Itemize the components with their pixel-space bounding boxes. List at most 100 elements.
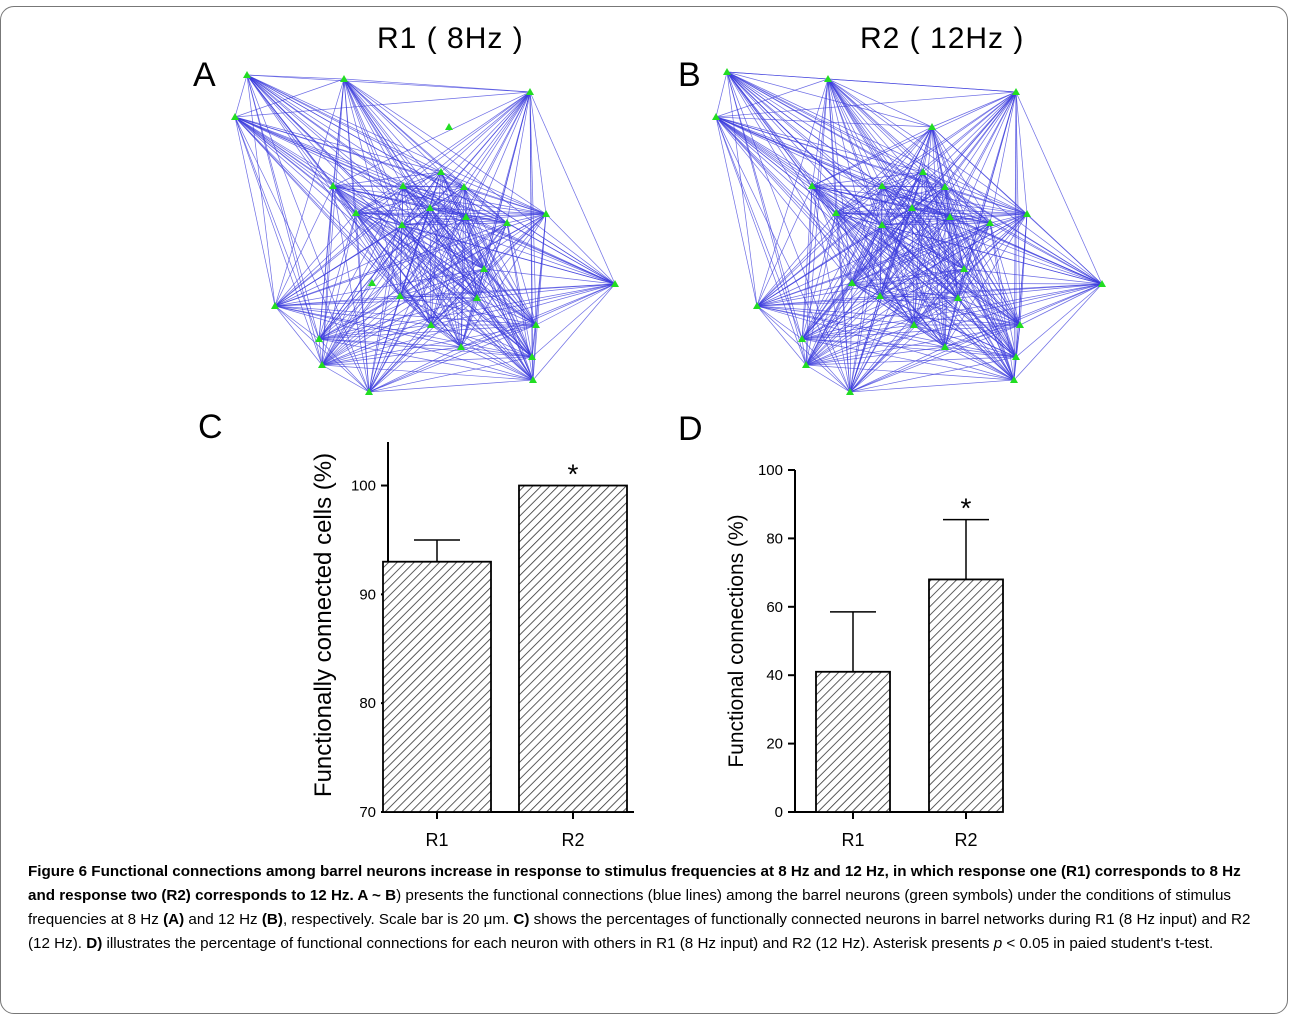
connection-line: [881, 185, 1028, 215]
connection-line: [715, 71, 728, 118]
neuron-node: [398, 221, 406, 228]
connection-line: [246, 74, 442, 173]
connection-line: [756, 305, 803, 340]
connection-line: [318, 324, 537, 340]
connection-line: [321, 324, 537, 366]
connection-line: [429, 207, 547, 215]
connection-line: [957, 283, 1103, 299]
figure-frame: [0, 6, 1288, 1014]
connection-line: [476, 297, 534, 381]
connection-line: [274, 305, 323, 366]
connection-line: [715, 116, 924, 173]
connection-line: [801, 297, 959, 340]
connection-line: [401, 222, 508, 226]
connection-line: [506, 222, 537, 326]
connection-line: [963, 268, 1021, 326]
connection-line: [460, 283, 616, 348]
connection-line: [321, 222, 508, 366]
neuron-node: [1098, 280, 1106, 287]
neuron-node: [1010, 376, 1018, 383]
connection-line: [801, 324, 1021, 340]
connection-line: [531, 324, 537, 358]
connection-line: [944, 222, 991, 348]
neuron-node: [340, 75, 348, 82]
connection-line: [321, 297, 478, 366]
connection-line: [274, 213, 547, 307]
connection-line: [851, 213, 1028, 284]
connection-line: [851, 282, 1103, 285]
connection-line: [835, 212, 991, 224]
connection-line: [234, 116, 485, 270]
connection-line: [811, 185, 1028, 215]
connection-line: [879, 222, 991, 297]
panel-letter-b: B: [678, 56, 701, 94]
connection-line: [274, 297, 478, 307]
connection-line: [483, 268, 534, 381]
connection-line: [805, 356, 1017, 366]
connection-line: [368, 185, 404, 393]
caption-part-4: shows the percentages of functionally co…: [28, 911, 1251, 952]
neuron-node: [427, 321, 435, 328]
connection-line: [801, 338, 807, 366]
connection-line: [234, 116, 404, 187]
connection-line: [368, 356, 533, 393]
neuron-node: [910, 321, 918, 328]
connection-line: [368, 324, 537, 393]
connection-line: [835, 212, 1015, 381]
connection-line: [318, 338, 370, 393]
y-tick-label: 60: [766, 599, 783, 616]
connection-line: [274, 283, 616, 307]
connection-line: [911, 207, 946, 348]
connection-line: [715, 116, 933, 128]
connection-line: [460, 268, 485, 348]
connection-line: [963, 213, 1028, 270]
connection-line: [1013, 91, 1017, 381]
neuron-node: [445, 123, 453, 130]
connection-line: [805, 283, 1103, 366]
connection-line: [1015, 91, 1103, 285]
connection-line: [801, 171, 924, 340]
connection-line: [827, 78, 883, 187]
connection-line: [922, 171, 959, 299]
connection-line: [430, 297, 478, 326]
connection-line: [429, 207, 432, 326]
neuron-node: [1012, 88, 1020, 95]
connection-line: [963, 268, 1017, 358]
connection-line: [835, 212, 1028, 215]
connection-line: [756, 91, 1017, 307]
connection-line: [318, 185, 334, 340]
caption-ref-d: D): [86, 935, 103, 952]
connection-line: [545, 213, 616, 285]
x-tick-label-r2: R2: [561, 830, 584, 850]
connection-line: [234, 116, 616, 285]
connection-line: [399, 186, 465, 297]
connection-line: [756, 185, 813, 307]
panel-letter-c: C: [198, 408, 223, 446]
connection-line: [355, 212, 401, 297]
connection-line: [483, 222, 508, 270]
neuron-node: [473, 294, 481, 301]
connection-line: [465, 216, 478, 299]
connection-line: [849, 379, 1015, 393]
neuron-node: [457, 343, 465, 350]
connection-line: [343, 78, 531, 93]
neuron-node: [352, 209, 360, 216]
connection-line: [881, 185, 946, 188]
connection-line: [368, 379, 534, 393]
connection-line: [368, 91, 531, 393]
connection-line: [989, 222, 1103, 285]
connection-line: [879, 283, 1103, 297]
connection-line: [801, 338, 1015, 381]
connection-line: [318, 295, 401, 340]
connection-line: [318, 185, 404, 340]
connection-line: [430, 324, 462, 348]
connection-line: [234, 116, 442, 173]
neuron-node: [808, 182, 816, 189]
connection-line: [318, 338, 534, 381]
panel-letter-d: D: [678, 410, 703, 448]
connection-line: [881, 91, 1017, 187]
connection-line: [726, 71, 881, 297]
connection-line: [801, 185, 883, 340]
connection-line: [756, 216, 951, 307]
connection-line: [318, 338, 533, 358]
